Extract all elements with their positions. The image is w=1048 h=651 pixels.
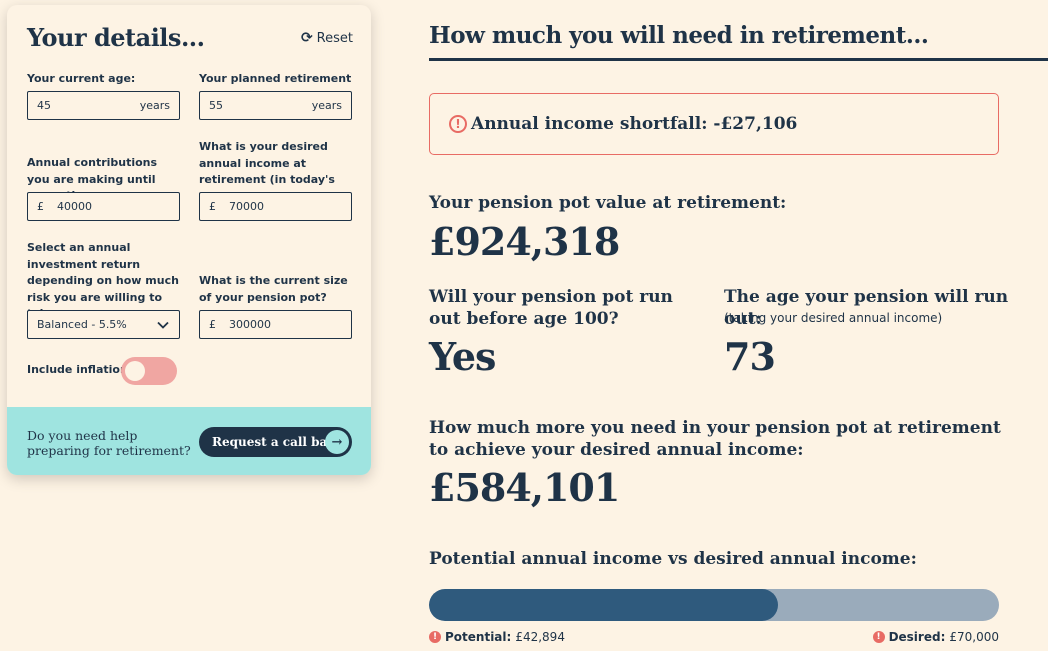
contributions-prefix: £: [37, 200, 44, 213]
refresh-icon: ⟳: [300, 30, 313, 46]
investment-return-field: Select an annual investment return depen…: [27, 240, 180, 339]
desired-legend: ! Desired: £70,000: [872, 630, 999, 644]
shortfall-alert: ! Annual income shortfall: -£27,106: [429, 93, 999, 155]
details-title: Your details...: [27, 23, 205, 52]
retirement-age-input[interactable]: 55 years: [199, 91, 352, 120]
results-title: How much you will need in retirement...: [429, 22, 929, 49]
pension-pot-prefix: £: [209, 318, 216, 331]
run-out-label: Will your pension pot run out before age…: [429, 287, 673, 329]
comparison-label: Potential annual income vs desired annua…: [429, 549, 917, 569]
current-age-input[interactable]: 45 years: [27, 91, 180, 120]
arrow-right-icon: →: [325, 430, 349, 454]
title-divider: [429, 58, 1048, 61]
current-age-label: Your current age:: [27, 72, 136, 85]
desired-income-value: 70000: [229, 200, 264, 213]
desired-value: £70,000: [949, 630, 999, 644]
pension-pot-field: What is the current size of your pension…: [199, 273, 352, 339]
info-icon: !: [429, 631, 441, 643]
retirement-age-field: Your planned retirement age: 55 years: [199, 71, 352, 120]
current-age-suffix: years: [139, 99, 170, 112]
more-needed-value: £584,101: [429, 465, 620, 510]
shortfall-text: Annual income shortfall: -£27,106: [471, 114, 798, 134]
contributions-field: Annual contributions you are making unti…: [27, 155, 180, 221]
potential-label: Potential:: [445, 630, 512, 644]
help-band: Do you need help preparing for retiremen…: [7, 407, 371, 475]
run-out-age-value: 73: [724, 334, 776, 379]
potential-income-fill: [429, 589, 779, 621]
inflation-label: Include inflation: [27, 363, 128, 376]
desired-label: Desired:: [888, 630, 946, 644]
help-text: Do you need help preparing for retiremen…: [27, 428, 191, 458]
current-age-field: Your current age: 45 years: [27, 71, 180, 120]
pot-value: £924,318: [429, 219, 620, 264]
investment-return-select[interactable]: Balanced - 5.5%: [27, 310, 180, 339]
pot-value-label: Your pension pot value at retirement:: [429, 193, 787, 213]
toggle-knob: [125, 361, 145, 381]
current-age-value: 45: [37, 99, 51, 112]
reset-label: Reset: [316, 30, 353, 46]
details-header: Your details... ⟳ Reset: [27, 23, 353, 53]
pension-pot-label: What is the current size of your pension…: [199, 274, 348, 304]
chevron-down-icon: [157, 321, 169, 329]
more-needed-label: How much more you need in your pension p…: [429, 418, 1001, 460]
request-callback-label: Request a call back: [212, 435, 343, 449]
potential-value: £42,894: [515, 630, 565, 644]
pension-pot-value: 300000: [229, 318, 271, 331]
exclamation-circle-icon: !: [449, 115, 467, 133]
retirement-age-value: 55: [209, 99, 223, 112]
income-comparison-bar: [429, 589, 999, 621]
contributions-value: 40000: [57, 200, 92, 213]
retirement-age-suffix: years: [311, 99, 342, 112]
desired-income-input[interactable]: £ 70000: [199, 192, 352, 221]
run-out-age-label: The age your pension will run out:: [724, 287, 1009, 329]
contributions-input[interactable]: £ 40000: [27, 192, 180, 221]
desired-income-prefix: £: [209, 200, 216, 213]
investment-return-value: Balanced - 5.5%: [37, 318, 127, 331]
request-callback-button[interactable]: Request a call back →: [199, 427, 352, 457]
desired-income-field: What is your desired annual income at re…: [199, 139, 352, 221]
run-out-age-note: (taking your desired annual income): [724, 311, 943, 325]
pension-pot-input[interactable]: £ 300000: [199, 310, 352, 339]
details-card: Your details... ⟳ Reset Your current age…: [7, 5, 371, 475]
reset-button[interactable]: ⟳ Reset: [301, 30, 353, 46]
inflation-toggle[interactable]: [121, 357, 177, 385]
info-icon: !: [872, 631, 885, 643]
potential-legend: ! Potential: £42,894: [429, 630, 565, 644]
run-out-value: Yes: [429, 334, 496, 379]
